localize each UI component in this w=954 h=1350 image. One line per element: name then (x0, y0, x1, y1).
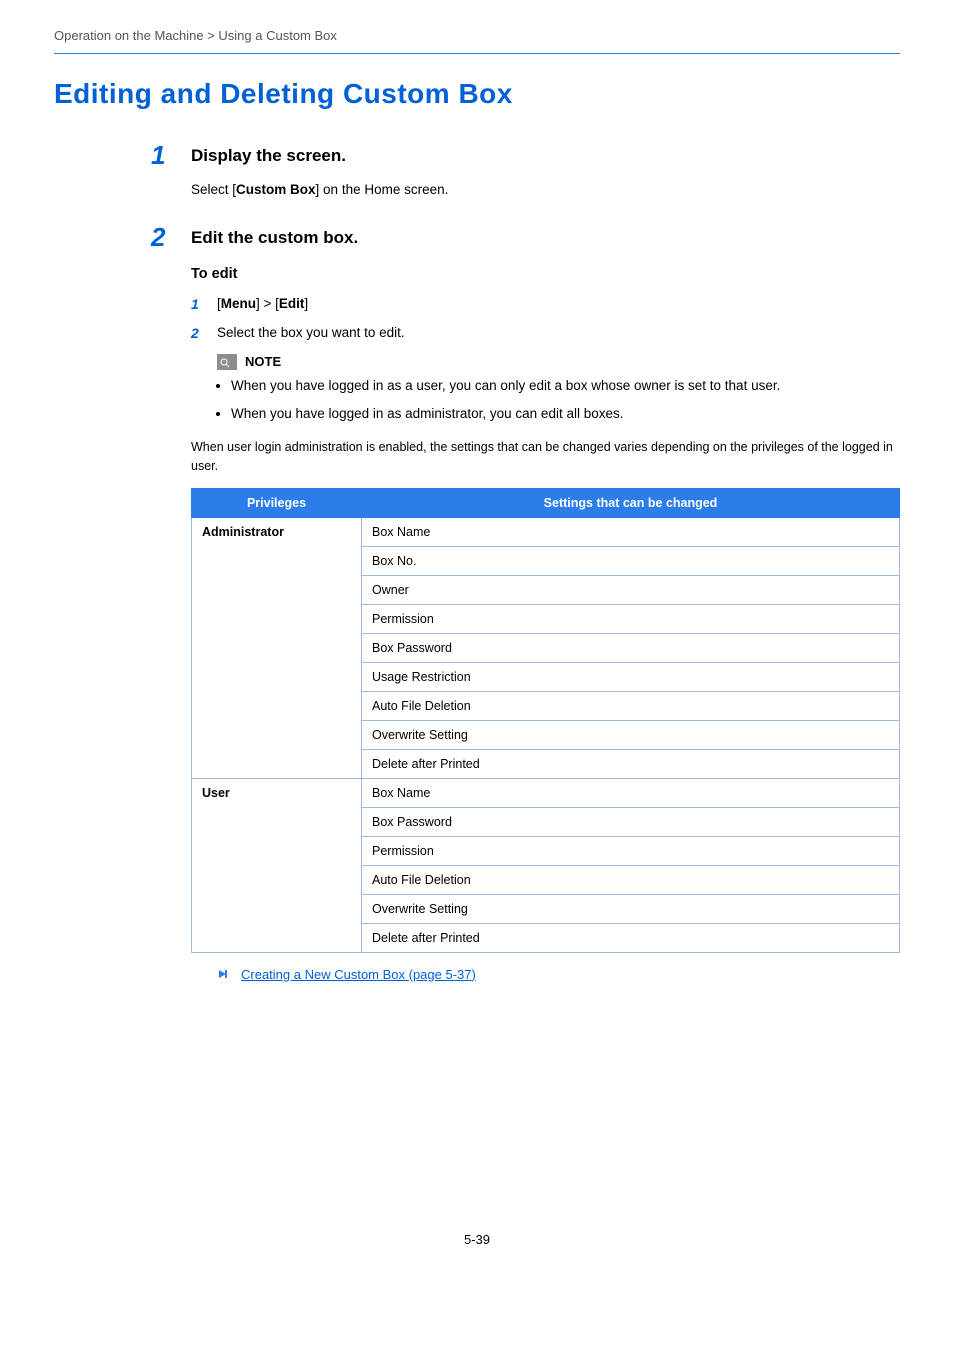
divider-rule (54, 53, 900, 54)
sublist-number: 2 (191, 325, 199, 341)
cell-setting: Box Password (362, 807, 900, 836)
cell-setting: Box Password (362, 633, 900, 662)
crossref-link[interactable]: Creating a New Custom Box (page 5-37) (241, 967, 476, 982)
sublist-text: Select the box you want to edit. (217, 325, 405, 340)
cell-setting: Usage Restriction (362, 662, 900, 691)
sublist-text: [Menu] > [Edit] (217, 296, 308, 311)
note-box: NOTE When you have logged in as a user, … (217, 354, 900, 425)
cell-setting: Overwrite Setting (362, 894, 900, 923)
step-number: 2 (151, 222, 165, 253)
note-icon (217, 354, 237, 370)
cell-setting: Overwrite Setting (362, 720, 900, 749)
cell-privilege: User (192, 778, 362, 952)
cell-setting: Box No. (362, 546, 900, 575)
cell-setting: Auto File Deletion (362, 865, 900, 894)
cell-privilege: Administrator (192, 517, 362, 778)
cell-setting: Owner (362, 575, 900, 604)
table-row: UserBox Name (192, 778, 900, 807)
cell-setting: Permission (362, 836, 900, 865)
th-settings: Settings that can be changed (362, 488, 900, 517)
table-body: AdministratorBox NameBox No.OwnerPermiss… (192, 517, 900, 952)
step-1: 1 Display the screen. Select [Custom Box… (191, 146, 900, 200)
step-2: 2 Edit the custom box. To edit 1 [Menu] … (191, 228, 900, 982)
cell-setting: Box Name (362, 517, 900, 546)
cell-setting: Permission (362, 604, 900, 633)
th-privileges: Privileges (192, 488, 362, 517)
subhead-to-edit: To edit (191, 266, 900, 282)
cell-setting: Box Name (362, 778, 900, 807)
cell-setting: Auto File Deletion (362, 691, 900, 720)
sublist-item: 1 [Menu] > [Edit] (191, 296, 900, 311)
privileges-table: Privileges Settings that can be changed … (191, 488, 900, 953)
table-row: AdministratorBox Name (192, 517, 900, 546)
step-title: Edit the custom box. (191, 228, 900, 248)
step-title: Display the screen. (191, 146, 900, 166)
sublist-number: 1 (191, 296, 199, 312)
step-body: Select [Custom Box] on the Home screen. (191, 180, 900, 200)
paragraph: When user login administration is enable… (191, 438, 900, 476)
note-label: NOTE (245, 354, 281, 369)
sublist-item: 2 Select the box you want to edit. (191, 325, 900, 340)
sublist: 1 [Menu] > [Edit] 2 Select the box you w… (191, 296, 900, 340)
step-number: 1 (151, 140, 165, 171)
page-number: 5-39 (54, 1232, 900, 1247)
page-title: Editing and Deleting Custom Box (54, 78, 900, 110)
cell-setting: Delete after Printed (362, 749, 900, 778)
cell-setting: Delete after Printed (362, 923, 900, 952)
breadcrumb: Operation on the Machine > Using a Custo… (54, 28, 900, 43)
note-bullet: When you have logged in as a user, you c… (231, 376, 900, 396)
note-bullet: When you have logged in as administrator… (231, 404, 900, 424)
arrow-right-icon (217, 967, 231, 981)
crossref-row: Creating a New Custom Box (page 5-37) (191, 967, 900, 982)
note-bullet-list: When you have logged in as a user, you c… (217, 376, 900, 425)
